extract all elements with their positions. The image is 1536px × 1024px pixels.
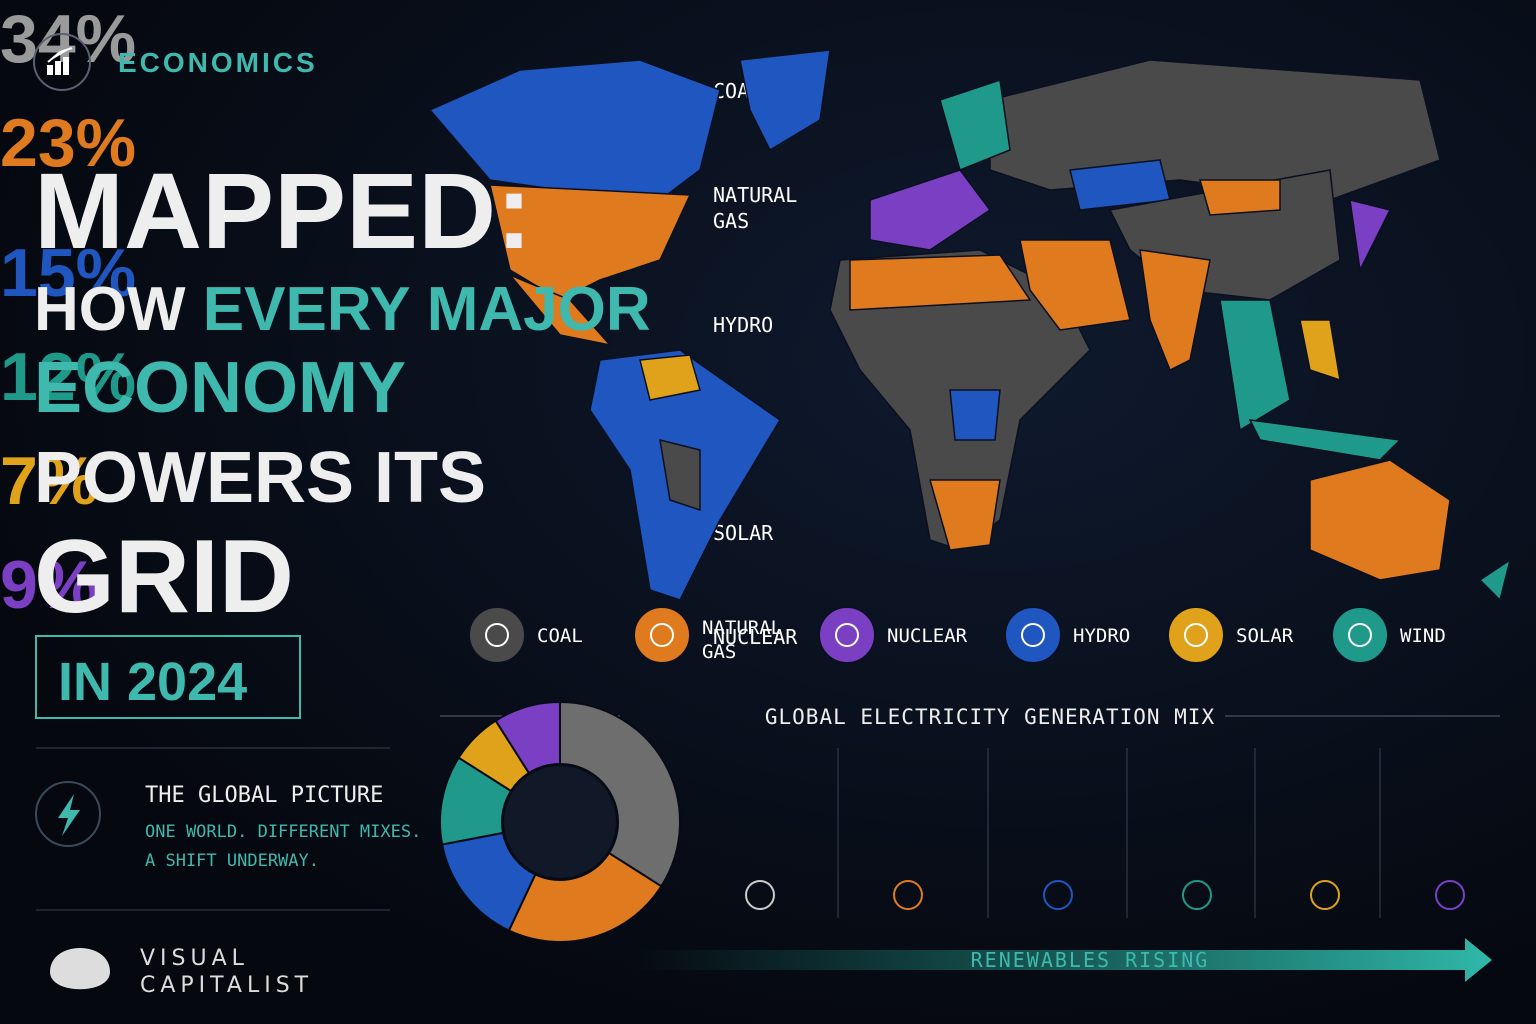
stat: 7% SOLAR xyxy=(0,442,1536,546)
stat-label: HYDRO xyxy=(713,313,774,337)
stat-icon xyxy=(1310,880,1340,910)
legend-label: SOLAR xyxy=(1236,625,1294,647)
title-line: ECONOMY xyxy=(34,348,406,428)
region xyxy=(1478,558,1512,602)
stat-icon xyxy=(745,880,775,910)
donut-slice xyxy=(494,700,561,775)
stat-value: 7% xyxy=(0,443,99,519)
legend-icon xyxy=(650,623,674,647)
title-line: HOW EVERY MAJOR xyxy=(34,275,651,344)
title-part: HOW xyxy=(34,275,186,344)
region xyxy=(989,59,1441,201)
brand-logo xyxy=(50,948,110,990)
category-icon xyxy=(33,33,91,91)
title-main: MAPPED: xyxy=(34,150,532,271)
year-badge: IN 2024 xyxy=(58,652,247,712)
stat-icon xyxy=(1435,880,1465,910)
region xyxy=(1349,199,1392,273)
category: ECONOMICS xyxy=(118,47,318,78)
chart-title: GLOBAL ELECTRICITY GENERATION MIX xyxy=(765,705,1215,729)
stat: 23% NATURAL GAS xyxy=(0,104,1536,234)
legend-swatch xyxy=(633,606,691,664)
donut-slice xyxy=(507,851,663,943)
region xyxy=(489,184,692,301)
region xyxy=(659,438,701,512)
legend-icon xyxy=(835,623,859,647)
region xyxy=(1139,249,1211,372)
region xyxy=(1309,459,1451,581)
stat-icon xyxy=(1043,880,1073,910)
region xyxy=(739,49,831,152)
stat-value: 12% xyxy=(0,339,137,415)
stat-icon xyxy=(893,880,923,910)
legend-label: HYDRO xyxy=(1073,625,1131,647)
sidebar-line: ONE WORLD. DIFFERENT MIXES. xyxy=(145,822,421,842)
brand: CAPITALIST xyxy=(140,973,313,998)
stat-icon xyxy=(1182,880,1212,910)
arrow xyxy=(630,938,1492,982)
stat-label: SOLAR xyxy=(713,521,774,545)
legend-icon xyxy=(1184,623,1208,647)
stat: 15% HYDRO xyxy=(0,234,1536,338)
stat-value: 9% xyxy=(0,547,99,623)
stat-label: NATURAL GAS xyxy=(713,183,798,233)
region xyxy=(509,274,613,347)
title-line: GRID xyxy=(34,519,294,635)
legend-swatch xyxy=(1331,606,1389,664)
sidebar-line: A SHIFT UNDERWAY. xyxy=(145,851,319,871)
legend-swatch xyxy=(1167,606,1225,664)
stat-value: 23% xyxy=(0,105,137,181)
bolt-circle xyxy=(35,781,101,847)
region xyxy=(1199,179,1281,216)
arrow-label: RENEWABLES RISING xyxy=(971,948,1210,972)
legend-swatch xyxy=(818,606,876,664)
legend-label: WIND xyxy=(1400,625,1446,647)
year-box xyxy=(35,635,301,719)
region xyxy=(639,354,701,401)
legend-icon xyxy=(1021,623,1045,647)
region xyxy=(1019,239,1131,331)
legend-icon xyxy=(1348,623,1372,647)
legend-icon xyxy=(485,623,509,647)
stat: 9% NUCLEAR xyxy=(0,546,1536,650)
donut xyxy=(439,700,681,943)
stat-label: NUCLEAR xyxy=(713,625,798,649)
region xyxy=(1248,419,1402,461)
category-icon-bars xyxy=(47,47,73,75)
title-part: EVERY MAJOR xyxy=(203,275,651,344)
region xyxy=(949,389,1001,441)
region xyxy=(929,479,1001,551)
title-line: POWERS ITS xyxy=(34,438,486,518)
region xyxy=(1219,299,1291,432)
brand: VISUAL xyxy=(140,946,249,971)
world-map xyxy=(428,49,1512,602)
legend-swatch xyxy=(468,606,526,664)
region xyxy=(869,169,992,251)
stat-value: 15% xyxy=(0,235,137,311)
sidebar-heading: THE GLOBAL PICTURE xyxy=(145,783,383,808)
legend-label: NUCLEAR xyxy=(887,625,968,647)
globe xyxy=(504,766,616,878)
legend-swatch xyxy=(1004,606,1062,664)
bolt-icon xyxy=(58,794,80,836)
donut-slice xyxy=(559,700,681,888)
region xyxy=(428,59,721,201)
region xyxy=(849,254,1032,311)
legend-label: NATURAL GAS xyxy=(702,617,783,663)
region xyxy=(1299,319,1341,382)
legend-label: COAL xyxy=(537,625,583,647)
region xyxy=(939,79,1011,172)
